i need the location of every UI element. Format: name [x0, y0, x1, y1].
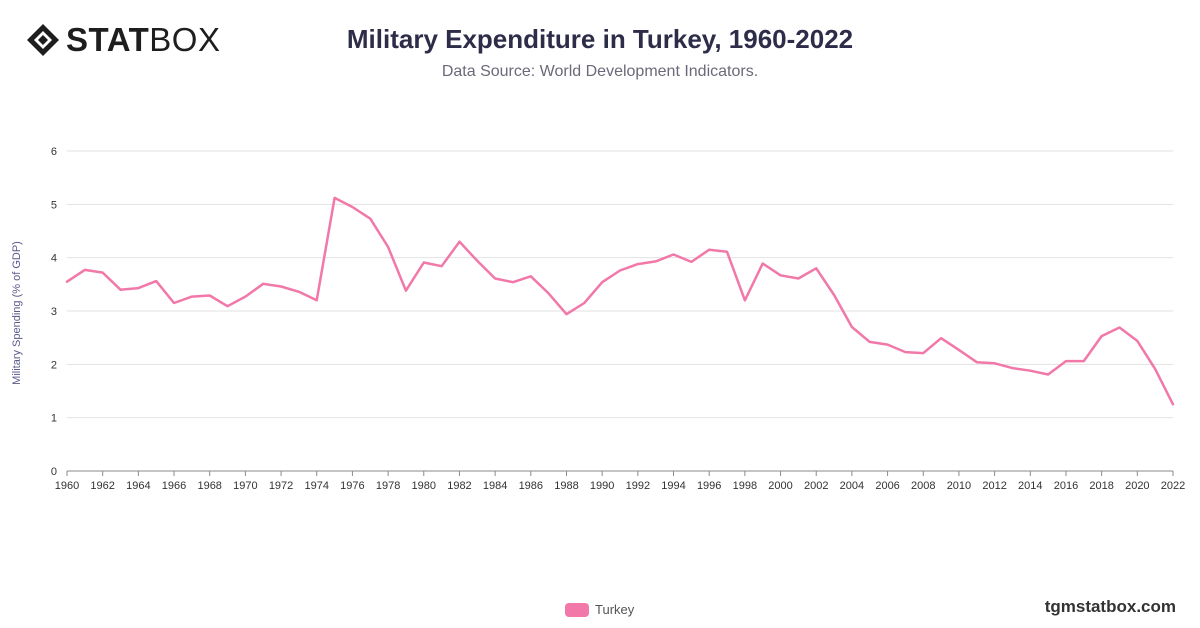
x-tick-label: 1972 [269, 480, 293, 492]
x-tick-label: 2018 [1089, 480, 1113, 492]
x-tick-label: 1988 [554, 480, 578, 492]
y-tick-label: 3 [51, 306, 57, 318]
x-tick-label: 1980 [412, 480, 436, 492]
x-tick-label: 1996 [697, 480, 721, 492]
x-tick-label: 2014 [1018, 480, 1042, 492]
y-tick-label: 6 [51, 146, 57, 158]
logo-light-text: BOX [149, 21, 221, 58]
logo-bold-text: STAT [66, 21, 150, 58]
x-tick-label: 2004 [840, 480, 864, 492]
x-tick-label: 2022 [1161, 480, 1185, 492]
y-tick-label: 5 [51, 199, 57, 211]
x-tick-label: 2006 [875, 480, 899, 492]
x-tick-label: 1962 [90, 480, 114, 492]
x-tick-label: 1994 [661, 480, 685, 492]
x-tick-label: 1982 [447, 480, 471, 492]
x-tick-label: 1986 [519, 480, 543, 492]
x-tick-label: 1974 [304, 480, 328, 492]
legend-swatch-turkey [565, 602, 589, 617]
x-tick-label: 2016 [1054, 480, 1078, 492]
x-tick-label: 1970 [233, 480, 257, 492]
footer-site-label: tgmstatbox.com [1044, 597, 1176, 616]
chart-subtitle: Data Source: World Development Indicator… [441, 63, 759, 80]
x-tick-label: 1998 [733, 480, 757, 492]
x-tick-label: 2008 [911, 480, 935, 492]
x-tick-label: 1966 [162, 480, 186, 492]
diamond-logo-icon [27, 24, 59, 56]
x-tick-label: 2000 [768, 480, 792, 492]
x-tick-label: 1976 [340, 480, 364, 492]
chart-title: Military Expenditure in Turkey, 1960-202… [346, 24, 854, 54]
y-tick-label: 1 [51, 413, 57, 425]
x-tick-label: 1978 [376, 480, 400, 492]
x-tick-label: 1992 [626, 480, 650, 492]
y-tick-label: 4 [51, 253, 57, 265]
y-tick-label: 2 [51, 359, 57, 371]
y-tick-label: 0 [51, 466, 57, 478]
x-tick-label: 1990 [590, 480, 614, 492]
x-tick-label: 1960 [55, 480, 79, 492]
x-tick-label: 2002 [804, 480, 828, 492]
x-tick-label: 2020 [1125, 480, 1149, 492]
x-tick-label: 1964 [126, 480, 150, 492]
legend-label-turkey: Turkey [595, 602, 635, 617]
x-tick-label: 1968 [197, 480, 221, 492]
x-tick-label: 2010 [947, 480, 971, 492]
x-tick-label: 1984 [483, 480, 507, 492]
y-axis-label: Military Spending (% of GDP) [11, 241, 23, 385]
x-tick-label: 2012 [982, 480, 1006, 492]
legend[interactable]: Turkey [565, 602, 634, 617]
statbox-logo: STATBOX [26, 22, 220, 58]
series-line-turkey [65, 196, 1175, 406]
logo-wordmark: STATBOX [66, 22, 220, 58]
